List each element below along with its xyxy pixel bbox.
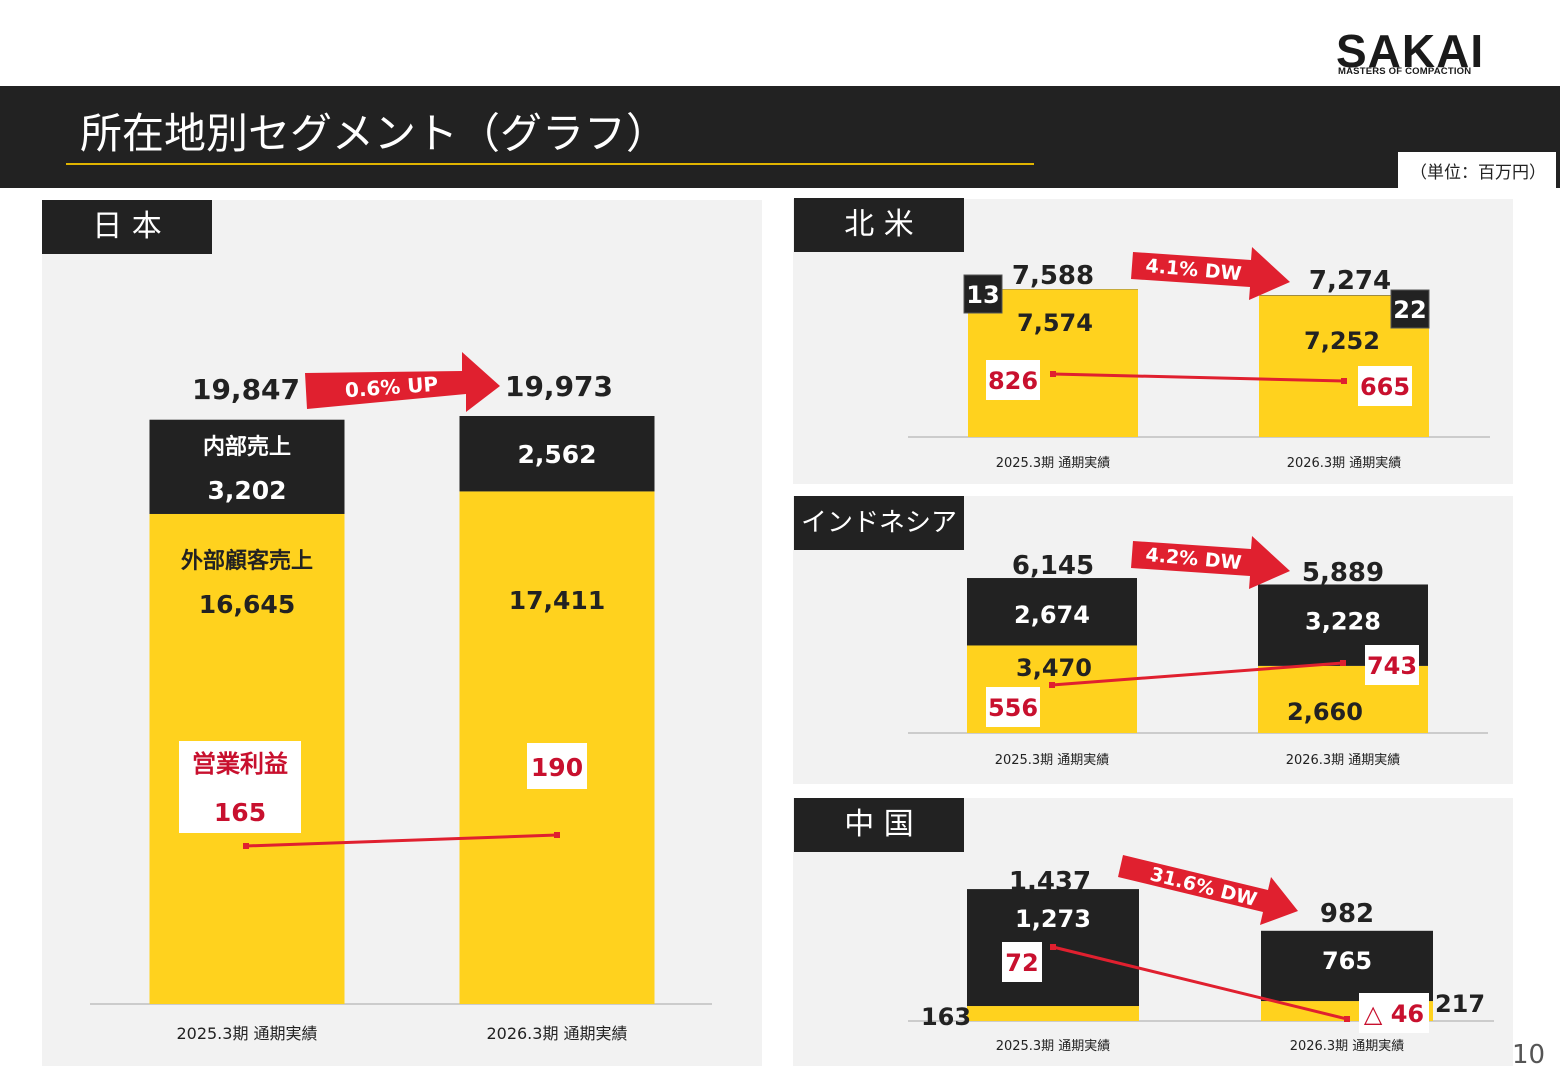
region-label-indonesia: インドネシア: [794, 496, 964, 550]
operating-profit-line: [1052, 945, 1348, 1021]
operating-profit-marker-0: [1050, 371, 1056, 377]
category-label-0: 2025.3期 通期実績: [176, 1024, 317, 1043]
operating-profit-marker-0: [243, 843, 249, 849]
internal-value-0: 13: [966, 281, 999, 309]
category-label-1: 2026.3期 通期実績: [1287, 455, 1402, 471]
page-title: 所在地別セグメント（グラフ）: [80, 109, 669, 158]
total-label-0: 19,847: [192, 373, 300, 406]
operating-profit-value-0: 826: [988, 367, 1038, 395]
total-label-0: 1,437: [1009, 867, 1091, 897]
internal-badge-1: [1390, 289, 1430, 329]
internal-caption: 内部売上: [203, 434, 291, 460]
operating-profit-value-1: 190: [531, 753, 583, 782]
external-value-1: 217: [1435, 990, 1485, 1018]
internal-value-1: 3,228: [1305, 607, 1381, 635]
operating-profit-value-0: 72: [1005, 949, 1038, 977]
external-value-1: 17,411: [509, 586, 605, 615]
external-value-0: 7,574: [1017, 309, 1093, 337]
internal-badge-0: [963, 274, 1003, 314]
operating-profit-line: [1052, 372, 1345, 383]
category-label-1: 2026.3期 通期実績: [486, 1024, 627, 1043]
operating-profit-caption: 営業利益: [192, 750, 288, 778]
title-band: [0, 86, 1560, 188]
operating-profit-marker-0: [1049, 682, 1055, 688]
total-label-1: 19,973: [505, 370, 613, 403]
chart-indonesia: 2025.3期 通期実績 6,145 2,674 3,470 2026.3期 通期実績 5…: [908, 536, 1488, 768]
external-value-0: 163: [921, 1003, 971, 1031]
external-caption: 外部顧客売上: [181, 548, 313, 574]
operating-profit-value-1: △ 46: [1364, 1000, 1424, 1028]
operating-profit-line: [245, 833, 558, 848]
change-arrow: [1118, 855, 1298, 925]
total-label-1: 982: [1320, 899, 1374, 929]
bar-internal-1: [459, 416, 655, 492]
operating-profit-value-0: 165: [214, 798, 266, 827]
operating-profit-marker-1: [1341, 378, 1347, 384]
operating-profit-value-1: 665: [1360, 373, 1410, 401]
change-arrow: [1131, 536, 1290, 589]
operating-profit-value-1: 743: [1367, 652, 1417, 680]
change-arrow: [1131, 247, 1290, 300]
region-label-china: 中 国: [794, 798, 964, 852]
total-label-0: 6,145: [1012, 551, 1094, 581]
change-arrow: [305, 352, 500, 412]
region-label-north-america: 北 米: [794, 198, 964, 252]
total-label-0: 7,588: [1012, 261, 1094, 291]
chart-china: 2025.3期 通期実績 1,437 1,273 163 2026.3期 通期実績 982…: [908, 855, 1494, 1054]
category-label-0: 2025.3期 通期実績: [995, 752, 1110, 768]
sakai-logo: SAKAI MASTERS OF COMPACTION: [1336, 28, 1506, 80]
region-label-japan: 日 本: [42, 200, 212, 254]
operating-profit-marker-1: [554, 832, 560, 838]
external-value-0: 3,470: [1016, 654, 1092, 682]
internal-value-1: 765: [1322, 947, 1372, 975]
operating-profit-marker-1: [1344, 1016, 1350, 1022]
logo-tagline: MASTERS OF COMPACTION: [1338, 66, 1472, 77]
external-value-0: 16,645: [199, 590, 295, 619]
operating-profit-box-0: [986, 687, 1040, 727]
operating-profit-box-0: [986, 360, 1040, 400]
operating-profit-value-0: 556: [988, 694, 1038, 722]
external-value-1: 7,252: [1304, 327, 1380, 355]
operating-profit-line: [1051, 661, 1344, 687]
internal-value-1: 22: [1393, 296, 1426, 324]
operating-profit-box-1: [527, 743, 587, 789]
page-number: 10: [1512, 1040, 1546, 1070]
operating-profit-box-1: [1365, 645, 1419, 685]
internal-value-0: 2,674: [1014, 601, 1090, 629]
external-value-1: 2,660: [1287, 698, 1363, 726]
total-label-1: 5,889: [1302, 558, 1384, 588]
operating-profit-box-1: [1358, 366, 1412, 406]
bar-internal-1: [1261, 930, 1433, 1002]
operating-profit-box-1: [1359, 993, 1429, 1033]
title-underline: [66, 163, 1034, 165]
unit-box: [1398, 152, 1556, 188]
category-label-1: 2026.3期 通期実績: [1290, 1038, 1405, 1054]
operating-profit-box-0: [1002, 942, 1042, 982]
internal-value-0: 1,273: [1015, 905, 1091, 933]
logo-wordmark: SAKAI: [1336, 25, 1485, 77]
internal-value-0: 3,202: [207, 476, 286, 505]
operating-profit-marker-1: [1340, 660, 1346, 666]
bar-internal-0: [967, 578, 1137, 646]
unit-label: （単位：百万円）: [1410, 163, 1546, 183]
bar-internal-0: [149, 419, 345, 514]
chart-japan: 2025.3期 通期実績 19,847 内部売上 3,202 外部顧客売上 16,645 2…: [90, 352, 712, 1043]
category-label-1: 2026.3期 通期実績: [1286, 752, 1401, 768]
bar-external-0: [967, 1006, 1139, 1021]
chart-north-america: 2025.3期 通期実績 7,588 13 7,574 2026.3期 通期実績 7,27…: [908, 247, 1490, 471]
operating-profit-box-0: [179, 741, 301, 833]
category-label-0: 2025.3期 通期実績: [996, 455, 1111, 471]
internal-value-1: 2,562: [517, 440, 596, 469]
total-label-1: 7,274: [1309, 266, 1391, 296]
operating-profit-marker-0: [1050, 944, 1056, 950]
category-label-0: 2025.3期 通期実績: [996, 1038, 1111, 1054]
